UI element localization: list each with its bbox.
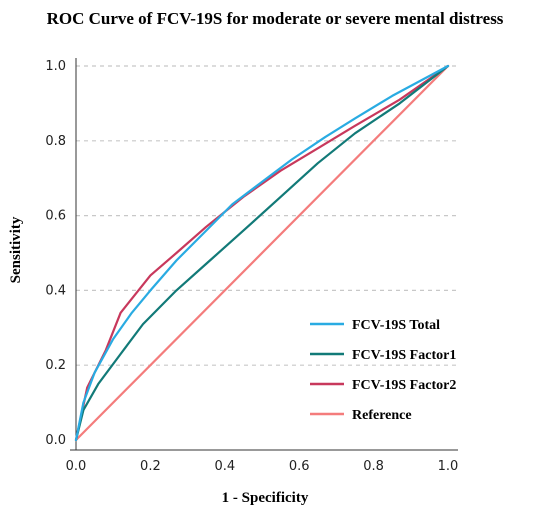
series-line-fcv-19s-factor1 bbox=[74, 64, 450, 442]
y-tick-label: 0.0 bbox=[45, 433, 66, 448]
legend-label: FCV-19S Factor2 bbox=[352, 378, 456, 393]
y-tick-label: 0.2 bbox=[45, 358, 66, 373]
x-tick-label: 0.8 bbox=[363, 459, 384, 474]
y-tick-label: 0.6 bbox=[45, 209, 66, 224]
y-tick-label: 0.4 bbox=[45, 283, 66, 298]
chart-title: ROC Curve of FCV-19S for moderate or sev… bbox=[47, 9, 504, 28]
axis-layer: 0.0 0.2 0.4 0.6 0.8 1.0 0.0 0.2 0.4 0.6 0.8 1.0 bbox=[45, 58, 458, 474]
x-tick-label: 0.0 bbox=[66, 459, 87, 474]
legend-label: Reference bbox=[352, 408, 412, 423]
legend-label: FCV-19S Total bbox=[352, 318, 440, 333]
x-tick-label: 0.4 bbox=[214, 459, 235, 474]
y-tick-label: 1.0 bbox=[45, 59, 66, 74]
legend: FCV-19S Total FCV-19S Factor1 FCV-19S Fact… bbox=[310, 318, 456, 423]
x-tick-label: 1.0 bbox=[438, 459, 459, 474]
x-tick-label: 0.6 bbox=[289, 459, 310, 474]
series-line-reference bbox=[74, 64, 450, 442]
y-tick-label: 0.8 bbox=[45, 134, 66, 149]
series-layer bbox=[74, 64, 450, 442]
y-axis-label: Sensitivity bbox=[8, 216, 24, 283]
series-line-fcv-19s-total bbox=[74, 64, 450, 442]
legend-label: FCV-19S Factor1 bbox=[352, 348, 456, 363]
x-axis-label: 1 - Specificity bbox=[222, 490, 309, 506]
x-tick-label: 0.2 bbox=[140, 459, 161, 474]
